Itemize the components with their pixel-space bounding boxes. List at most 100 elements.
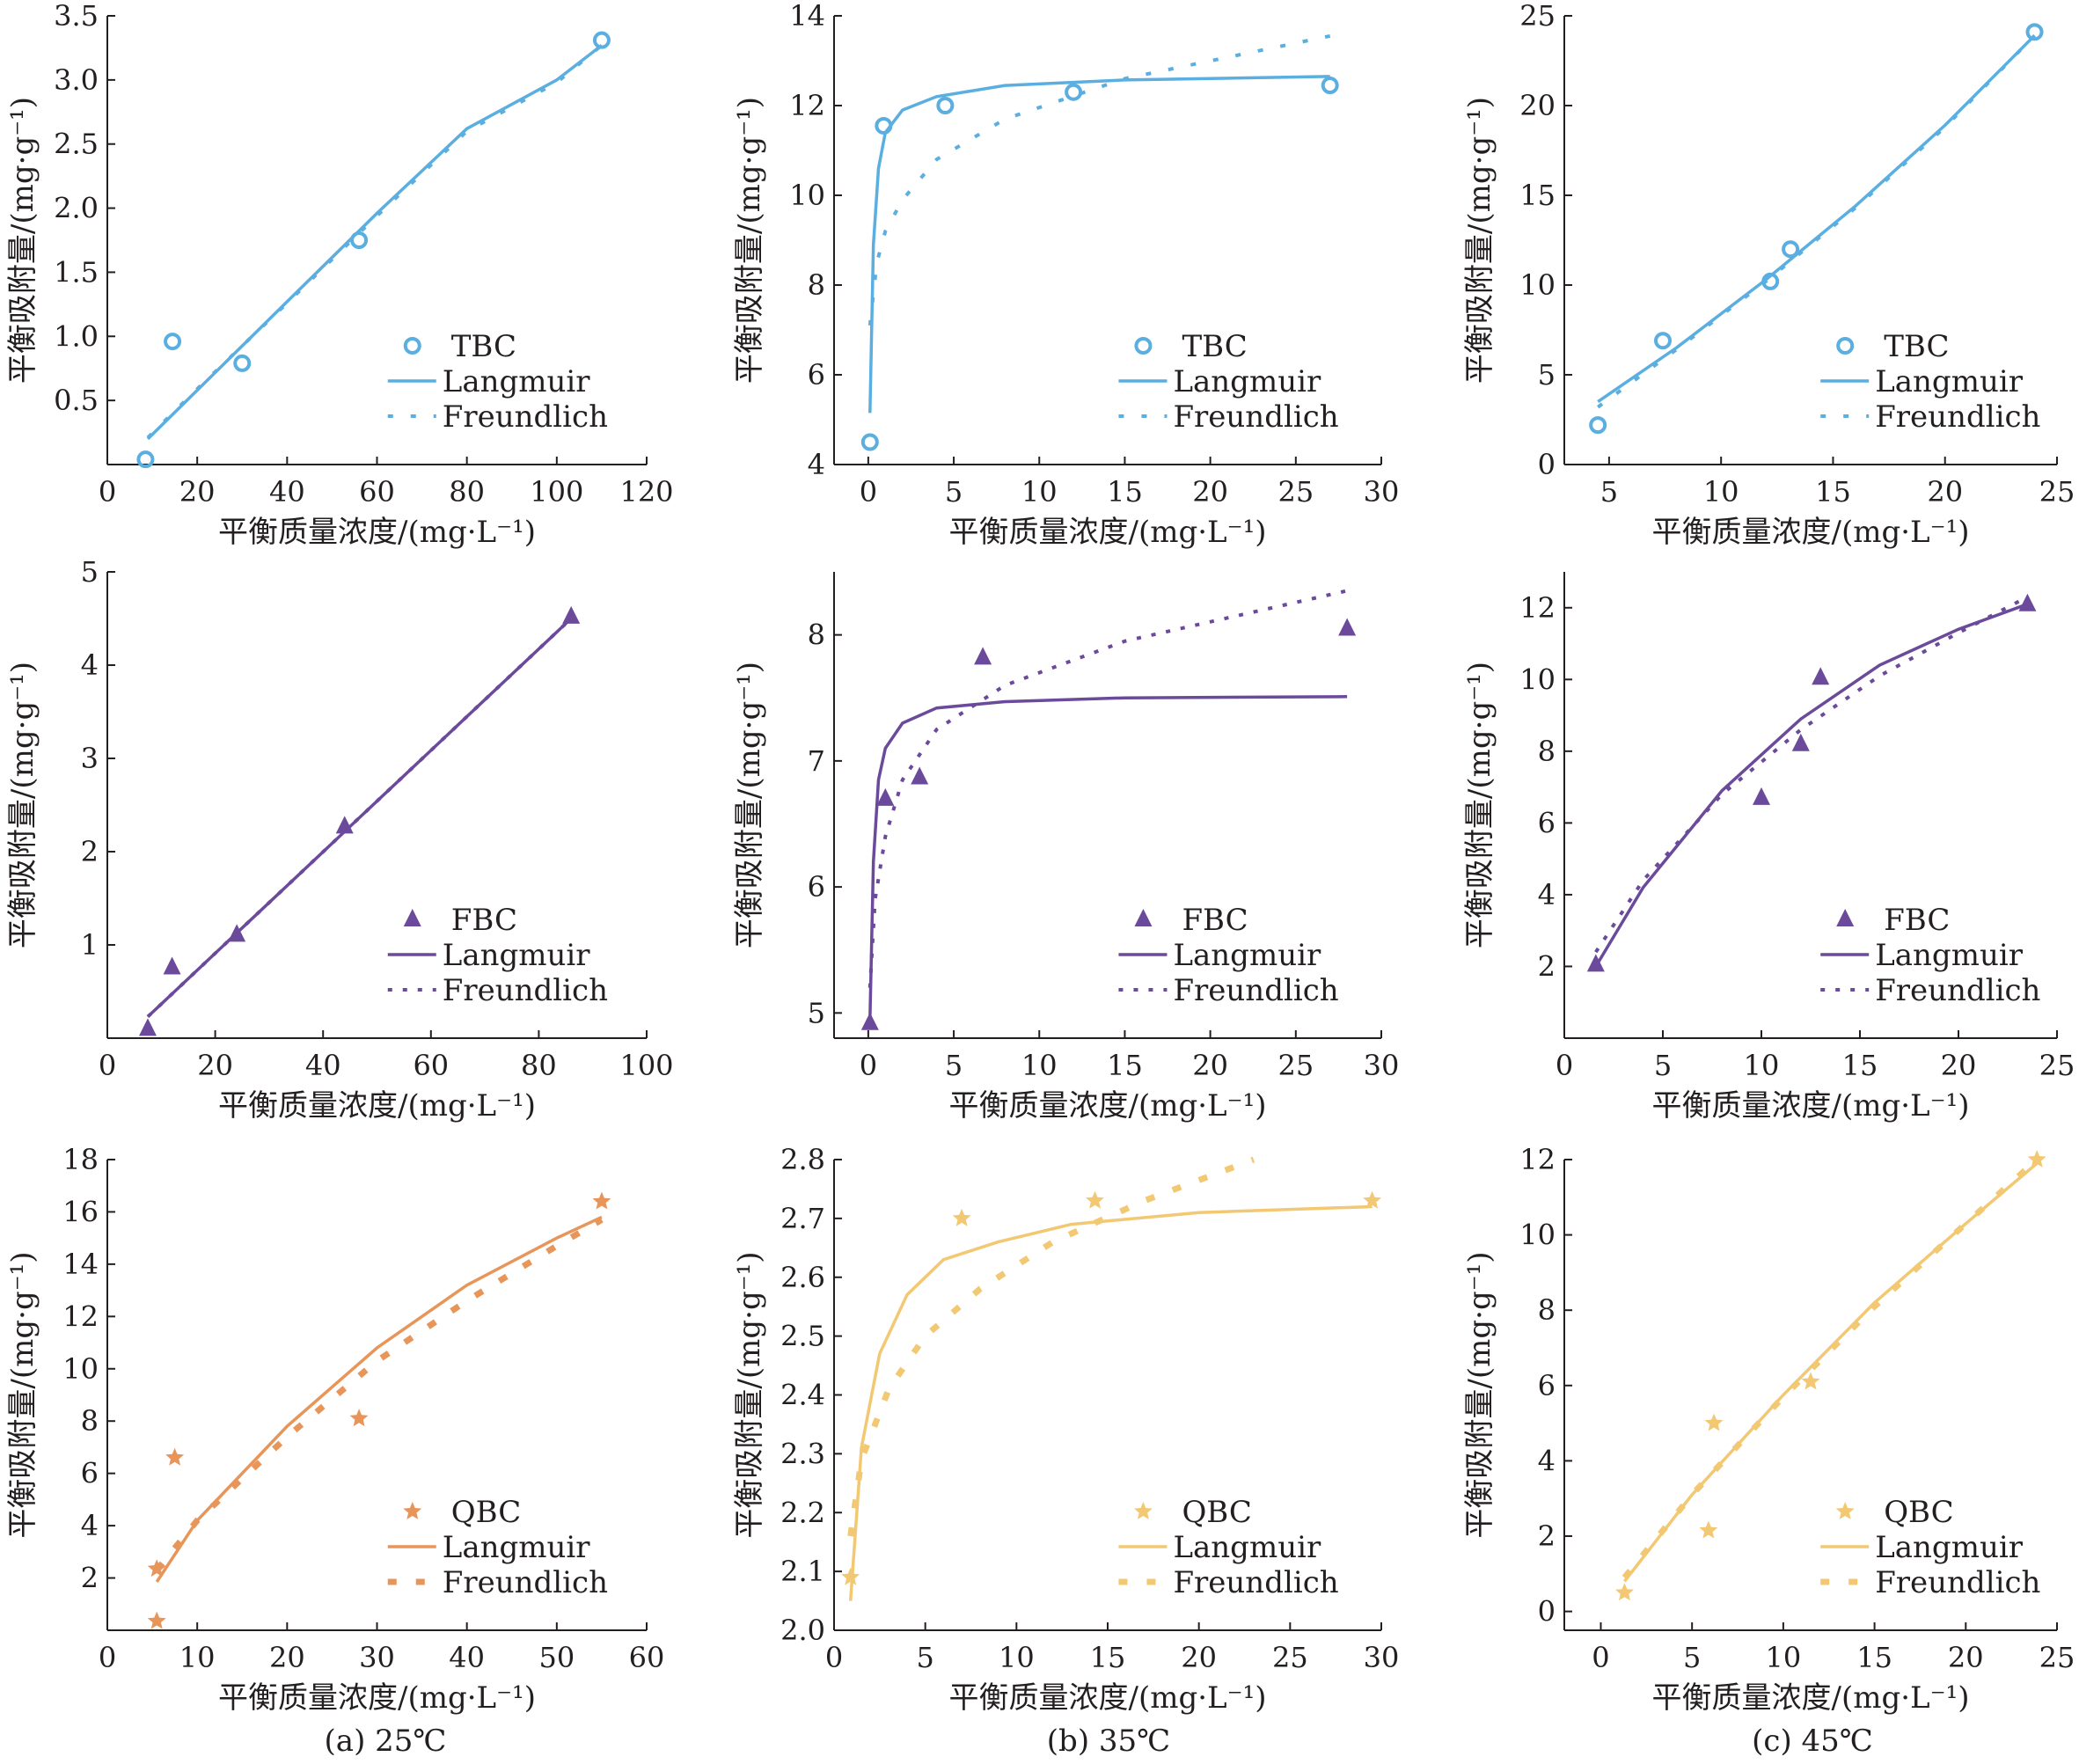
- y-tick-label: 8: [1538, 1293, 1556, 1327]
- legend-label: Langmuir: [1875, 1530, 2024, 1565]
- x-tick-label: 15: [1107, 475, 1143, 509]
- data-point: [1782, 240, 1800, 259]
- data-point: [1761, 272, 1780, 290]
- legend-marker: [403, 1502, 422, 1519]
- x-tick-label: 40: [449, 1641, 485, 1674]
- data-point: [974, 647, 992, 665]
- y-tick-label: 2.3: [780, 1437, 825, 1470]
- legend-label: TBC: [1884, 329, 1949, 364]
- y-tick-label: 7: [808, 744, 825, 778]
- x-axis-title: 平衡质量浓度/(mg·L⁻¹): [949, 515, 1267, 550]
- legend-label: Langmuir: [1173, 1530, 1321, 1565]
- x-axis-title: 平衡质量浓度/(mg·L⁻¹): [1652, 515, 1970, 550]
- chart-panel-qbc25: 0 10 20 30 40 50 60 2 4 6 8 10 12 14 16 18 平衡质量浓度/(mg·L⁻…: [5, 1143, 664, 1716]
- y-tick-label: 18: [62, 1143, 99, 1176]
- x-tick-label: 20: [1941, 1049, 1977, 1082]
- y-tick-label: 8: [1538, 735, 1556, 768]
- chart-panel-fbc25: 0 20 40 60 80 100 1 2 3 4 5 平衡质量浓度/(mg·L⁻¹) 平衡吸附量/(m…: [5, 555, 674, 1124]
- langmuir-fit-line: [155, 1215, 603, 1583]
- y-tick-label: 2.4: [780, 1379, 825, 1412]
- freundlich-fit-line: [1621, 1157, 2039, 1580]
- legend-label: QBC: [451, 1495, 522, 1530]
- data-point: [1321, 77, 1339, 95]
- x-tick-label: 10: [179, 1641, 216, 1674]
- y-tick-label: 12: [1519, 1143, 1556, 1176]
- data-point: [163, 956, 181, 975]
- data-point: [952, 1208, 971, 1226]
- x-tick-label: 30: [359, 1641, 395, 1674]
- data-point: [1589, 416, 1607, 435]
- data-point: [147, 1559, 166, 1577]
- data-point: [1791, 733, 1810, 751]
- legend-label: Langmuir: [1875, 364, 2024, 399]
- x-tick-label: 15: [1815, 475, 1851, 509]
- x-tick-label: 20: [1927, 475, 1963, 509]
- y-tick-label: 6: [1538, 806, 1556, 839]
- y-tick-label: 3: [81, 742, 99, 775]
- legend-label: Freundlich: [443, 973, 608, 1008]
- data-point: [1363, 1190, 1382, 1209]
- y-tick-label: 16: [62, 1195, 99, 1228]
- y-tick-label: 5: [1538, 358, 1556, 392]
- y-axis-title: 平衡吸附量/(mg·g⁻¹): [732, 1251, 767, 1538]
- y-tick-label: 4: [1538, 878, 1556, 911]
- y-tick-label: 6: [81, 1457, 99, 1490]
- y-tick-label: 0: [1538, 1595, 1556, 1629]
- legend-label: Freundlich: [443, 1565, 608, 1600]
- x-tick-label: 60: [629, 1641, 665, 1674]
- y-tick-label: 15: [1519, 179, 1556, 212]
- data-point: [2027, 1150, 2046, 1167]
- x-axis-title: 平衡质量浓度/(mg·L⁻¹): [1652, 1680, 1970, 1716]
- y-tick-label: 12: [62, 1299, 99, 1333]
- legend-marker: [1836, 909, 1855, 926]
- x-tick-label: 20: [1192, 475, 1228, 509]
- y-tick-label: 2.6: [780, 1261, 825, 1294]
- chart-panel-tbc35: 0 5 10 15 20 25 30 4 6 8 10 12 14 平衡质量浓度/(mg·L⁻¹) 平衡吸附…: [732, 0, 1399, 550]
- x-tick-label: 20: [1192, 1049, 1228, 1082]
- x-tick-label: 80: [449, 475, 485, 509]
- x-tick-label: 25: [1272, 1641, 1308, 1674]
- y-tick-label: 0.5: [54, 384, 99, 417]
- y-tick-label: 2.5: [54, 128, 99, 161]
- data-point: [1699, 1520, 1718, 1539]
- data-point: [1801, 1372, 1820, 1390]
- data-point: [233, 354, 252, 372]
- x-axis-title: 平衡质量浓度/(mg·L⁻¹): [218, 515, 536, 550]
- x-tick-label: 5: [945, 1049, 963, 1082]
- y-tick-label: 14: [789, 0, 825, 33]
- langmuir-fit-line: [146, 44, 603, 441]
- data-point: [335, 816, 354, 834]
- y-tick-label: 6: [808, 870, 825, 904]
- legend-label: Langmuir: [1173, 364, 1321, 399]
- x-tick-label: 10: [1021, 1049, 1058, 1082]
- y-tick-label: 4: [808, 448, 825, 481]
- x-tick-label: 25: [2039, 475, 2075, 509]
- y-tick-label: 1.0: [54, 319, 99, 353]
- x-tick-label: 30: [1364, 1641, 1400, 1674]
- x-tick-label: 10: [1021, 475, 1058, 509]
- x-tick-label: 20: [1948, 1641, 1984, 1674]
- data-point: [1704, 1413, 1724, 1431]
- data-point: [936, 97, 955, 114]
- y-tick-label: 2: [1538, 1519, 1556, 1553]
- x-tick-label: 0: [1556, 1049, 1573, 1082]
- legend-label: Freundlich: [1875, 399, 2040, 435]
- data-point: [228, 924, 246, 942]
- x-tick-label: 100: [530, 475, 583, 509]
- y-axis-title: 平衡吸附量/(mg·g⁻¹): [5, 662, 40, 948]
- x-tick-label: 25: [2039, 1641, 2075, 1674]
- x-tick-label: 60: [359, 475, 395, 509]
- data-point: [136, 450, 155, 469]
- x-tick-label: 50: [538, 1641, 575, 1674]
- y-axis-title: 平衡吸附量/(mg·g⁻¹): [1462, 1251, 1497, 1538]
- y-tick-label: 2.0: [780, 1614, 825, 1647]
- legend-label: Freundlich: [443, 399, 608, 435]
- legend-label: TBC: [451, 329, 516, 364]
- y-tick-label: 3.5: [54, 0, 99, 33]
- langmuir-fit-line: [1594, 603, 2028, 968]
- x-axis-title: 平衡质量浓度/(mg·L⁻¹): [949, 1680, 1267, 1716]
- x-tick-label: 15: [1842, 1049, 1878, 1082]
- x-tick-label: 5: [945, 475, 963, 509]
